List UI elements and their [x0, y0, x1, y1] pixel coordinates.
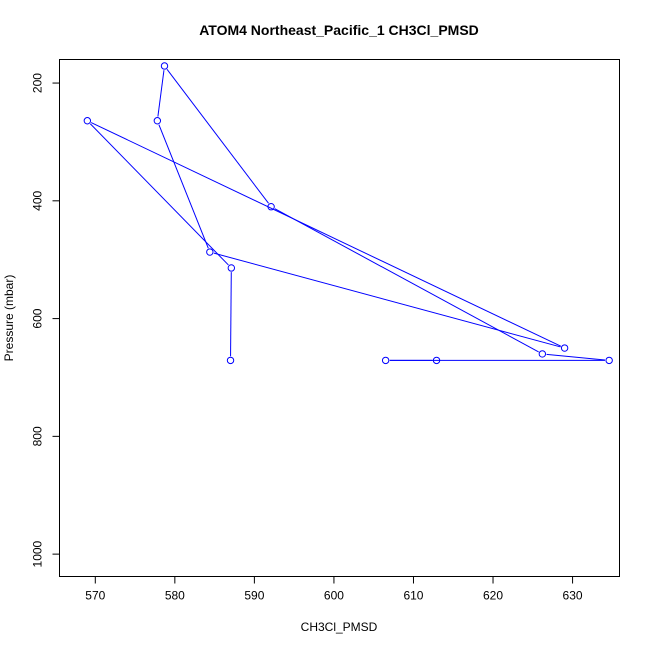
data-point [605, 356, 613, 365]
x-tick-label: 630 [563, 589, 583, 603]
series-line-segment [166, 69, 269, 204]
series-line-segment [230, 272, 232, 357]
series-line-segment [213, 252, 561, 348]
data-point [432, 356, 441, 365]
data-point [206, 248, 214, 256]
plot-area-frame [59, 59, 620, 577]
y-axis: 200 400 600 800 1000 [31, 73, 60, 567]
y-tick-label: 600 [31, 308, 45, 328]
y-tick-label: 200 [31, 73, 45, 93]
data-point [226, 356, 235, 365]
series-line-segment [274, 208, 539, 353]
y-tick-label: 800 [31, 426, 45, 446]
x-tick-label: 590 [244, 589, 264, 603]
data-point [538, 350, 547, 358]
data-point [267, 203, 275, 211]
x-tick-label: 570 [85, 589, 105, 603]
chart-title: ATOM4 Northeast_Pacific_1 CH3Cl_PMSD [199, 22, 479, 38]
x-tick-label: 600 [324, 589, 344, 603]
x-axis-label: CH3Cl_PMSD [301, 620, 378, 634]
data-point [560, 344, 569, 352]
y-tick-label: 1000 [31, 540, 45, 567]
x-tick-label: 610 [403, 589, 423, 603]
series-line-segment [158, 124, 209, 249]
x-axis: 570 580 590 600 610 620 630 [85, 576, 583, 603]
data-point [83, 117, 92, 125]
x-tick-label: 580 [165, 589, 185, 603]
series-line-segment [90, 122, 562, 347]
data-point [160, 62, 169, 70]
series-layer [83, 62, 613, 365]
y-axis-label: Pressure (mbar) [2, 275, 16, 362]
data-point [227, 264, 236, 272]
series-line-segment [157, 70, 165, 117]
series-line-segment [89, 123, 229, 266]
y-tick-label: 400 [31, 190, 45, 210]
data-point [381, 356, 390, 365]
x-tick-label: 620 [483, 589, 503, 603]
series-line-segment [546, 353, 606, 361]
data-point [153, 117, 162, 125]
